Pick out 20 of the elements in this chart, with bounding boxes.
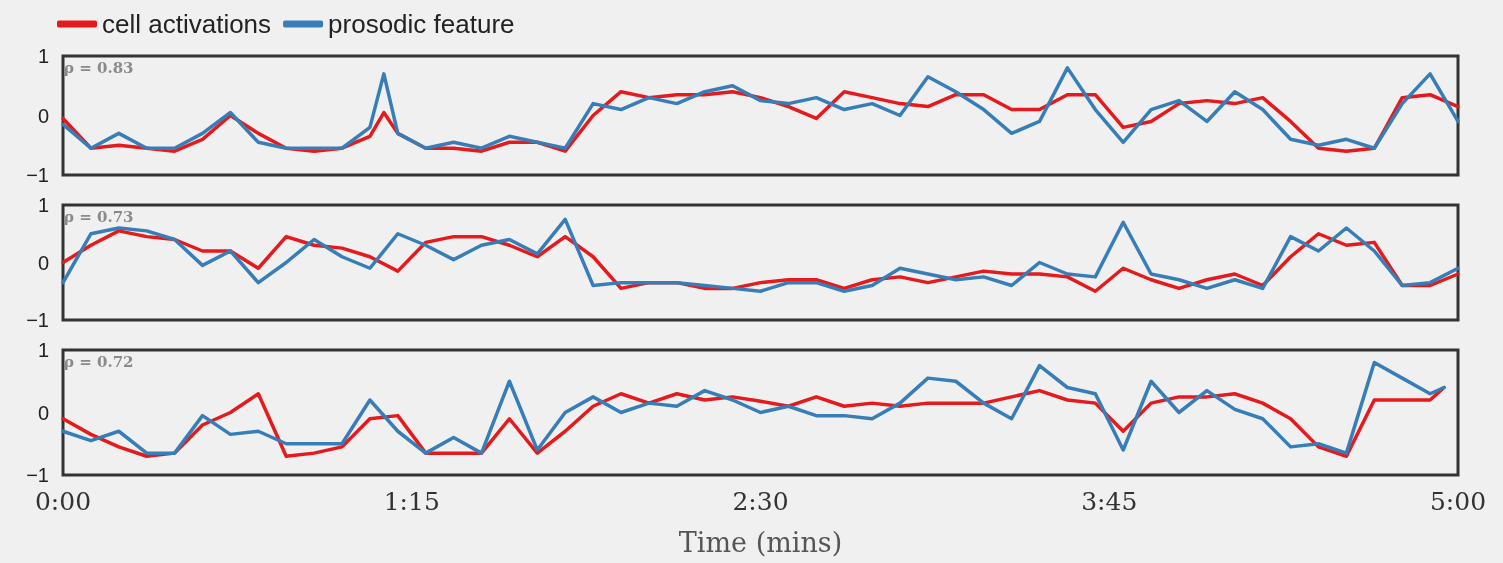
legend-label: cell activations <box>102 9 272 39</box>
y-tick-label: 1 <box>37 194 49 216</box>
annotation: ρ = 0.73 <box>64 207 134 226</box>
y-tick-label: −1 <box>26 309 49 331</box>
x-tick-label: 2:30 <box>732 487 789 516</box>
x-axis-title: Time (mins) <box>678 527 843 558</box>
y-tick-label: 0 <box>37 251 49 274</box>
x-tick-label: 0:00 <box>34 487 92 516</box>
y-tick-label: 0 <box>37 401 49 424</box>
y-tick-label: 1 <box>37 45 49 67</box>
x-tick-label: 1:15 <box>383 487 440 516</box>
y-tick-label: 1 <box>37 339 49 361</box>
legend-label: prosodic feature <box>328 9 515 39</box>
y-tick-label: −1 <box>26 464 49 486</box>
y-tick-label: −1 <box>26 164 49 186</box>
annotation: ρ = 0.72 <box>64 352 134 371</box>
x-tick-label: 3:45 <box>1081 487 1138 516</box>
annotation: ρ = 0.83 <box>64 58 134 77</box>
x-tick-label: 5:00 <box>1429 487 1487 516</box>
y-tick-label: 0 <box>37 104 49 127</box>
